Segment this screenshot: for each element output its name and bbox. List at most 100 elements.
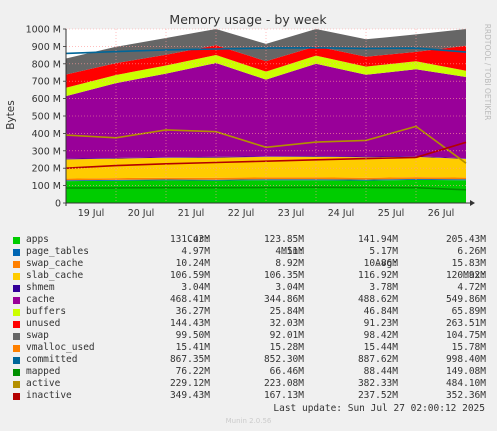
legend-cur: 15.41M: [175, 342, 210, 353]
legend-name: swap: [26, 330, 49, 341]
legend-min: 123.85M: [263, 234, 304, 245]
legend-swatch: [13, 345, 20, 352]
legend-header: Cur: Min: Avg: Max:: [10, 222, 490, 281]
legend-min: 852.30M: [263, 354, 304, 365]
y-tick-label: 700 M: [32, 77, 61, 88]
legend-swatch: [13, 393, 20, 400]
legend-avg: 88.44M: [363, 366, 398, 377]
legend-row-swap-cache: swap_cache 10.24M 8.92M 10.86M 15.83M: [10, 258, 490, 270]
legend-name: committed: [26, 354, 78, 365]
x-tick-label: 20 Jul: [128, 208, 155, 219]
legend-rows: apps 131.43M 123.85M 141.94M 205.43M page_tab…: [10, 234, 490, 402]
legend-row-apps: apps 131.43M 123.85M 141.94M 205.43M: [10, 234, 490, 246]
legend-avg: 5.17M: [369, 246, 398, 257]
y-tick-label: 900 M: [32, 42, 61, 53]
legend-min: 4.51M: [275, 246, 304, 257]
legend-name: slab_cache: [26, 270, 84, 281]
y-tick-label: 400 M: [32, 129, 61, 140]
x-axis: 19 Jul 20 Jul 21 Jul 22 Jul 23 Jul 24 Jul 25 J…: [78, 208, 455, 219]
legend-max: 6.26M: [457, 246, 486, 257]
legend-max: 484.10M: [445, 378, 486, 389]
line-active: [65, 125, 467, 164]
line-mapped: [65, 186, 467, 191]
legend-row-active: active 229.12M 223.08M 382.33M 484.10M: [10, 378, 490, 390]
legend-row-swap: swap 99.50M 92.01M 98.42M 104.75M: [10, 330, 490, 342]
legend-cur: 131.43M: [169, 234, 210, 245]
legend-name: page_tables: [26, 246, 89, 257]
legend-swatch: [13, 237, 20, 244]
legend-avg: 237.52M: [357, 390, 398, 401]
area-buffers: [66, 55, 466, 97]
legend-cur: 10.24M: [175, 258, 210, 269]
legend-avg: 116.92M: [357, 270, 398, 281]
line-committed: [65, 46, 467, 55]
legend-avg: 91.23M: [363, 318, 398, 329]
x-tick-label: 19 Jul: [78, 208, 105, 219]
legend-max: 15.78M: [451, 342, 486, 353]
legend-row-page-tables: page_tables 4.97M 4.51M 5.17M 6.26M: [10, 246, 490, 258]
x-tick-label: 23 Jul: [278, 208, 305, 219]
legend-swatch: [13, 285, 20, 292]
legend-min: 15.28M: [269, 342, 304, 353]
legend-cur: 144.43M: [169, 318, 210, 329]
y-tick-label: 600 M: [32, 94, 61, 105]
area-swap: [66, 29, 466, 75]
y-tick-label: 0: [55, 199, 61, 210]
legend-min: 8.92M: [275, 258, 304, 269]
legend-cur: 3.04M: [181, 282, 210, 293]
legend-max: 104.75M: [445, 330, 486, 341]
legend-row-cache: cache 468.41M 344.86M 488.62M 549.86M: [10, 294, 490, 306]
legend-avg: 141.94M: [357, 234, 398, 245]
x-tick-label: 24 Jul: [328, 208, 355, 219]
legend-cur: 349.43M: [169, 390, 210, 401]
legend: Cur: Min: Avg: Max: apps 131.43M 123.85M 14…: [10, 222, 490, 402]
legend-name: vmalloc_used: [26, 342, 95, 353]
legend-row-committed: committed 867.35M 852.30M 887.62M 998.40M: [10, 354, 490, 366]
legend-header-cur: Cur:: [187, 234, 210, 245]
y-axis: 0 100 M 200 M 300 M 400 M 500 M 600 M 700 M 800 …: [26, 25, 66, 210]
x-axis-arrow: [470, 200, 475, 206]
area-shmem: [66, 156, 466, 160]
legend-name: inactive: [26, 390, 72, 401]
legend-name: apps: [26, 234, 49, 245]
y-tick-label: 200 M: [32, 164, 61, 175]
legend-max: 15.83M: [451, 258, 486, 269]
legend-swatch: [13, 273, 20, 280]
legend-row-shmem: shmem 3.04M 3.04M 3.78M 4.72M: [10, 282, 490, 294]
legend-avg: 488.62M: [357, 294, 398, 305]
legend-max: 205.43M: [445, 234, 486, 245]
area-unused: [66, 45, 466, 88]
legend-max: 998.40M: [445, 354, 486, 365]
legend-min: 167.13M: [263, 390, 304, 401]
x-tick-label: 21 Jul: [178, 208, 205, 219]
y-tick-label: 1000 M: [26, 25, 61, 36]
legend-name: unused: [26, 318, 61, 329]
legend-swatch: [13, 333, 20, 340]
legend-swatch: [13, 309, 20, 316]
legend-cur: 867.35M: [169, 354, 210, 365]
legend-name: cache: [26, 294, 55, 305]
legend-name: swap_cache: [26, 258, 84, 269]
legend-min: 223.08M: [263, 378, 304, 389]
legend-row-unused: unused 144.43M 32.03M 91.23M 263.51M: [10, 318, 490, 330]
legend-swatch: [13, 261, 20, 268]
rrdtool-watermark: RRDTOOL / TOBI OETIKER: [483, 24, 492, 121]
legend-cur: 106.59M: [169, 270, 210, 281]
legend-header-min: Min:: [281, 246, 304, 257]
y-tick-label: 300 M: [32, 146, 61, 157]
legend-swatch: [13, 369, 20, 376]
legend-swatch: [13, 357, 20, 364]
legend-name: shmem: [26, 282, 55, 293]
legend-name: buffers: [26, 306, 67, 317]
legend-min: 106.35M: [263, 270, 304, 281]
last-update: Last update: Sun Jul 27 02:00:12 2025: [273, 403, 485, 414]
legend-swatch: [13, 297, 20, 304]
legend-max: 149.08M: [445, 366, 486, 377]
legend-max: 65.89M: [451, 306, 486, 317]
legend-cur: 4.97M: [181, 246, 210, 257]
munin-version: Munin 2.0.56: [225, 417, 272, 425]
legend-max: 549.86M: [445, 294, 486, 305]
legend-row-vmalloc-used: vmalloc_used 15.41M 15.28M 15.44M 15.78M: [10, 342, 490, 354]
legend-min: 3.04M: [275, 282, 304, 293]
legend-swatch: [13, 249, 20, 256]
